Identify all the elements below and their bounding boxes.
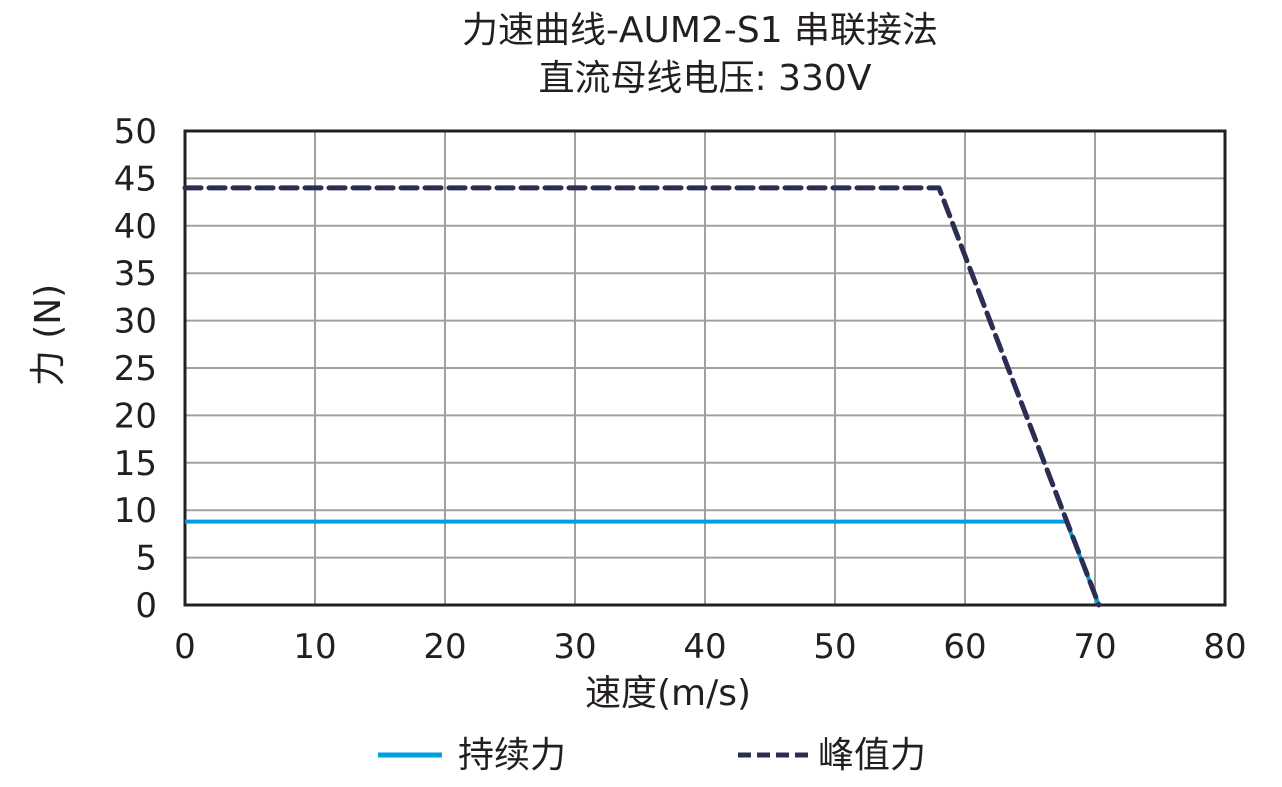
y-tick-label: 10: [114, 491, 157, 531]
y-tick-label: 25: [114, 349, 157, 389]
y-tick-label: 35: [114, 254, 157, 294]
x-tick-label: 70: [1073, 627, 1116, 667]
x-axis-ticks: 0 10 20 30 40 50 60 70 80: [174, 627, 1246, 667]
series-dashed: [182, 185, 1102, 608]
series-solid: [185, 519, 1101, 606]
x-tick-label: 50: [813, 627, 856, 667]
legend-peak-label: 峰值力: [818, 735, 926, 776]
y-tick-label: 40: [114, 207, 157, 247]
x-tick-label: 10: [293, 627, 336, 667]
y-tick-label: 0: [135, 586, 157, 626]
plot-frame: [183, 129, 1227, 607]
legend-continuous-label: 持续力: [458, 735, 566, 776]
series-lines: [182, 185, 1102, 608]
x-tick-label: 0: [174, 627, 196, 667]
y-tick-label: 5: [135, 539, 157, 579]
y-axis-ticks: 0 5 10 15 20 25 30 35 40 45 50: [114, 112, 157, 626]
y-tick-label: 20: [114, 396, 157, 436]
x-tick-label: 20: [423, 627, 466, 667]
y-tick-label: 15: [114, 444, 157, 484]
x-tick-label: 30: [553, 627, 596, 667]
chart-subtitle: 直流母线电压: 330V: [539, 58, 872, 99]
y-tick-label: 30: [114, 302, 157, 342]
legend: 持续力 峰值力: [378, 735, 926, 776]
chart-title: 力速曲线-AUM2-S1 串联接法: [462, 10, 938, 51]
x-tick-label: 40: [683, 627, 726, 667]
x-tick-label: 60: [943, 627, 986, 667]
y-tick-label: 50: [114, 112, 157, 152]
x-tick-label: 80: [1203, 627, 1246, 667]
grid: [184, 130, 1226, 606]
y-axis-label: 力 (N): [28, 284, 69, 386]
x-axis-label: 速度(m/s): [585, 673, 751, 714]
y-tick-label: 45: [114, 159, 157, 199]
